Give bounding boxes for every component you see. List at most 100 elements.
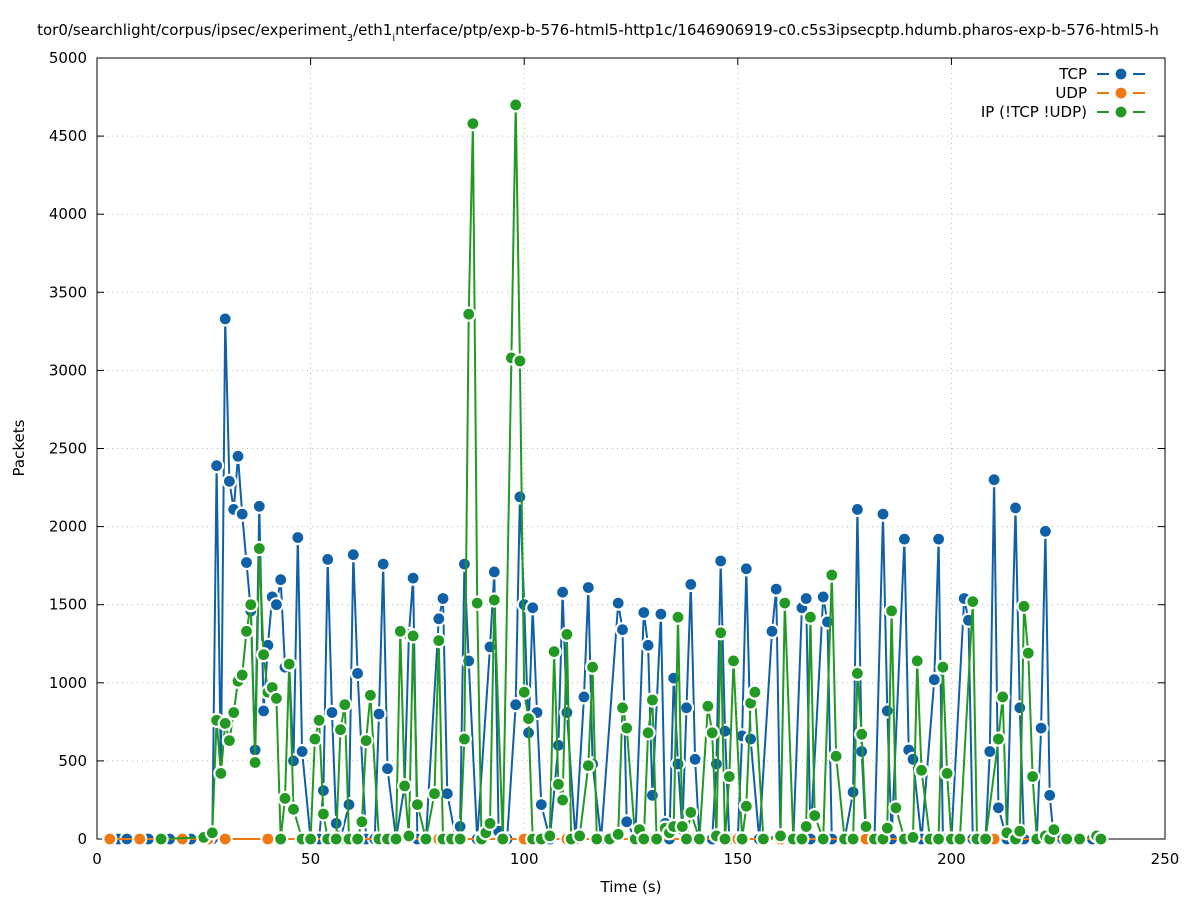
- data-point: [256, 647, 272, 663]
- data-point: [508, 97, 524, 113]
- data-point: [486, 592, 502, 608]
- data-point: [1033, 720, 1049, 736]
- data-point: [234, 506, 250, 522]
- data-point: [905, 751, 921, 767]
- data-point: [798, 818, 814, 835]
- data-point: [243, 597, 259, 613]
- data-point: [1042, 787, 1058, 803]
- data-point: [559, 704, 575, 721]
- data-point: [452, 831, 468, 847]
- data-point: [939, 765, 955, 782]
- data-point: [879, 820, 895, 836]
- data-point: [644, 787, 661, 803]
- data-point: [619, 814, 635, 830]
- data-point: [554, 792, 571, 808]
- data-point: [431, 632, 447, 649]
- data-point: [614, 622, 631, 638]
- data-point: [580, 579, 596, 596]
- y-tick-label: 3000: [49, 361, 87, 379]
- chart-title: tor0/searchlight/corpus/ipsec/experiment…: [37, 21, 1159, 44]
- data-point: [1012, 823, 1028, 839]
- data-point: [990, 731, 1007, 747]
- data-point: [397, 778, 413, 794]
- data-point: [896, 531, 913, 547]
- data-point: [815, 831, 831, 847]
- data-point: [456, 556, 472, 572]
- data-point: [704, 725, 720, 741]
- data-point: [213, 765, 229, 782]
- data-point: [614, 700, 631, 716]
- data-point: [345, 547, 361, 563]
- data-point: [508, 697, 524, 713]
- data-point: [337, 697, 353, 713]
- data-point: [238, 623, 255, 639]
- data-point: [849, 665, 866, 682]
- x-tick-label: 100: [510, 850, 539, 868]
- data-point: [542, 828, 558, 844]
- data-point: [1037, 523, 1054, 539]
- series-2: [153, 97, 1109, 847]
- data-point: [204, 825, 220, 841]
- data-point: [358, 732, 374, 749]
- data-point: [678, 831, 695, 847]
- data-point: [678, 700, 695, 716]
- data-point: [747, 684, 763, 700]
- data-point: [409, 796, 425, 813]
- legend-label: TCP: [1058, 65, 1087, 83]
- data-point: [401, 828, 417, 844]
- data-point: [909, 653, 925, 669]
- data-point: [520, 711, 537, 727]
- data-point: [619, 720, 635, 736]
- data-point: [221, 473, 237, 489]
- data-point: [1046, 821, 1062, 838]
- data-point: [610, 826, 626, 842]
- data-point: [132, 831, 148, 847]
- data-point: [294, 743, 310, 760]
- data-point: [354, 814, 370, 830]
- y-tick-label: 2000: [49, 518, 87, 536]
- data-point: [307, 731, 323, 747]
- x-tick-label: 0: [92, 850, 102, 868]
- data-point: [708, 756, 725, 772]
- data-point: [328, 831, 344, 847]
- data-point: [290, 529, 306, 546]
- data-point: [802, 609, 819, 625]
- data-point: [230, 448, 246, 464]
- series-0: [102, 311, 1109, 847]
- y-tick-label: 3500: [49, 283, 87, 301]
- data-point: [482, 815, 498, 832]
- data-point: [456, 731, 472, 747]
- data-point: [1012, 700, 1028, 716]
- data-point: [486, 564, 502, 580]
- data-point: [777, 595, 793, 611]
- data-point: [303, 831, 319, 847]
- data-point: [469, 595, 485, 611]
- data-point: [713, 553, 729, 569]
- y-tick-label: 500: [58, 752, 87, 770]
- data-point: [875, 506, 891, 522]
- data-point: [546, 643, 562, 660]
- data-point: [845, 831, 861, 847]
- data-point: [559, 626, 575, 643]
- data-point: [768, 581, 784, 597]
- data-point: [572, 828, 588, 844]
- data-point: [584, 659, 601, 675]
- data-point: [982, 743, 998, 760]
- data-point: [640, 725, 656, 741]
- data-point: [883, 603, 900, 619]
- data-point: [285, 801, 302, 817]
- data-point: [636, 604, 652, 621]
- data-point: [260, 831, 276, 847]
- y-tick-label: 0: [77, 830, 87, 848]
- data-point: [221, 732, 237, 749]
- x-tick-label: 150: [723, 850, 752, 868]
- y-tick-label: 4000: [49, 205, 87, 223]
- data-point: [717, 831, 733, 847]
- data-point: [986, 472, 1002, 488]
- data-point: [610, 595, 626, 611]
- y-tick-label: 1000: [49, 674, 87, 692]
- data-point: [217, 311, 233, 327]
- data-point: [426, 786, 443, 802]
- data-point: [554, 584, 571, 600]
- data-point: [849, 501, 866, 517]
